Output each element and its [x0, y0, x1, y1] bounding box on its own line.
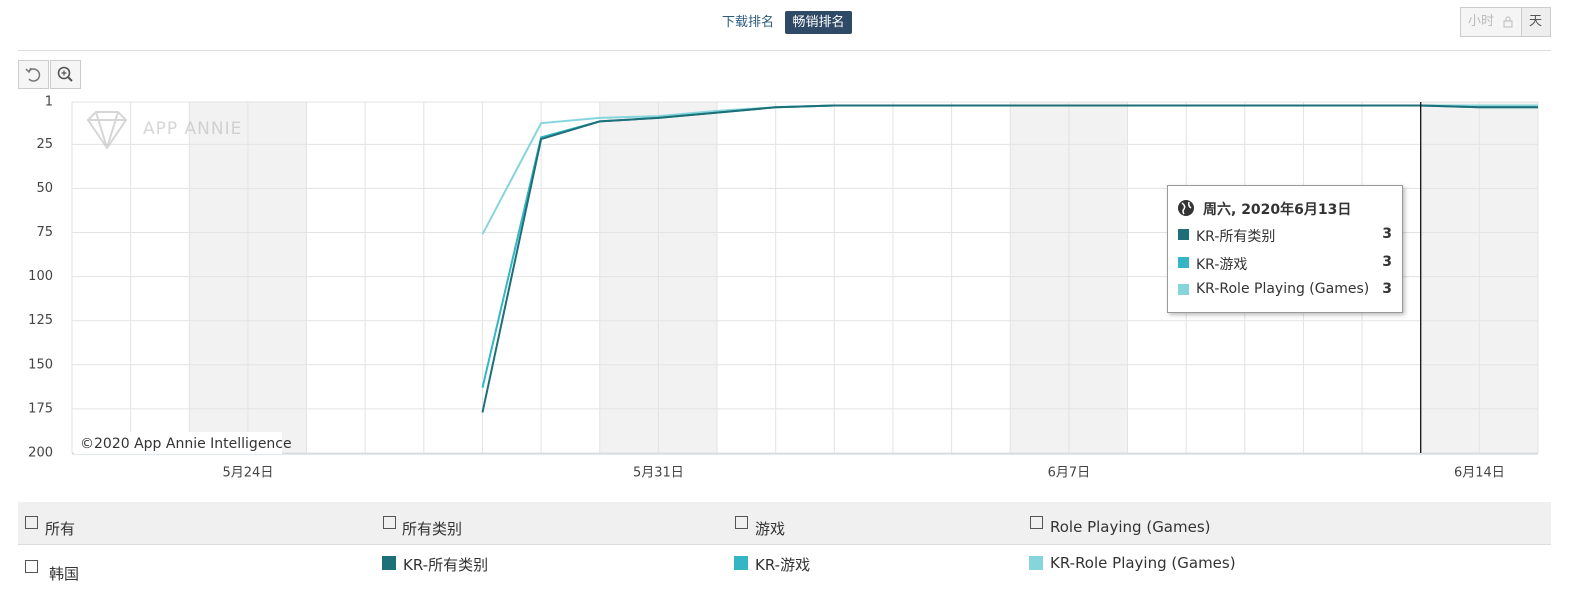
series-layer: [481, 102, 1538, 453]
y-tick-label: 1: [45, 95, 53, 110]
y-tick-label: 50: [36, 181, 53, 196]
legend-swatch: [734, 556, 748, 570]
tooltip-series: KR-所有类别: [1196, 229, 1276, 245]
tooltip-value: 3: [1382, 281, 1392, 297]
tooltip-value: 3: [1382, 226, 1392, 242]
filter-header: [18, 502, 1551, 545]
hour-button[interactable]: 小时: [1460, 7, 1522, 37]
zoom-button[interactable]: [50, 60, 81, 89]
y-tick-label: 150: [28, 357, 53, 372]
y-tick-label: 75: [36, 225, 53, 240]
filter-country: 韩国: [49, 565, 80, 583]
series-line: [481, 104, 1538, 413]
globe-icon: [1178, 200, 1194, 216]
filter-category: Role Playing (Games): [1050, 518, 1211, 536]
x-tick-label: 5月31日: [633, 466, 684, 481]
tooltip-swatch: [1178, 257, 1189, 268]
tooltip-title: 周六, 2020年6月13日: [1203, 202, 1352, 218]
lock-icon: [1503, 16, 1513, 28]
credit: ©2020 App Annie Intelligence: [80, 436, 292, 452]
credit-bg: [74, 432, 282, 454]
checkbox[interactable]: [25, 516, 38, 529]
tooltip: 周六, 2020年6月13日 KR-所有类别 3 KR-游戏 3 KR-Role…: [1167, 185, 1403, 313]
reset-icon: [25, 67, 41, 82]
filter-all: 所有: [45, 520, 76, 538]
legend-label[interactable]: KR-所有类别: [403, 556, 489, 574]
watermark: APP ANNIE: [86, 111, 242, 150]
y-tick-label: 175: [28, 401, 53, 416]
checkbox[interactable]: [735, 516, 748, 529]
checkbox[interactable]: [25, 560, 38, 573]
tooltip-value: 3: [1382, 254, 1392, 270]
reset-button[interactable]: [18, 60, 49, 89]
tooltip-swatch: [1178, 229, 1189, 240]
chart: 5月24日 5月31日 6月7日 6月14日125507510012515017520…: [28, 95, 1539, 481]
checkbox[interactable]: [1030, 516, 1043, 529]
watermark-text: APP ANNIE: [143, 119, 242, 139]
legend-swatch: [382, 556, 396, 570]
filter-category: 游戏: [755, 520, 786, 538]
hour-label: 小时: [1468, 14, 1495, 29]
day-button[interactable]: 天: [1521, 7, 1551, 37]
plot-area: 5月24日 5月31日 6月7日 6月14日125507510012515017520…: [28, 95, 1539, 481]
divider: [18, 50, 1551, 51]
day-label: 天: [1529, 14, 1543, 29]
y-tick-label: 25: [36, 137, 53, 152]
y-tick-label: 200: [28, 446, 53, 461]
tooltip-series: KR-游戏: [1196, 257, 1248, 273]
tooltip-swatch: [1178, 284, 1189, 295]
y-tick-label: 125: [28, 313, 53, 328]
tooltip-series: KR-Role Playing (Games): [1196, 281, 1370, 297]
y-tick-label: 100: [28, 269, 53, 284]
x-tick-label: 6月14日: [1454, 466, 1505, 481]
legend-label[interactable]: KR-游戏: [755, 556, 811, 574]
checkbox[interactable]: [383, 516, 396, 529]
legend-swatch: [1029, 556, 1043, 570]
x-tick-label: 6月7日: [1048, 466, 1091, 481]
filter-category: 所有类别: [402, 520, 463, 538]
tab-download[interactable]: 下载排名: [722, 15, 775, 30]
x-tick-label: 5月24日: [223, 466, 274, 481]
legend-label[interactable]: KR-Role Playing (Games): [1050, 554, 1236, 572]
tab-grossing[interactable]: 畅销排名: [785, 11, 852, 34]
zoom-icon: [57, 66, 73, 82]
